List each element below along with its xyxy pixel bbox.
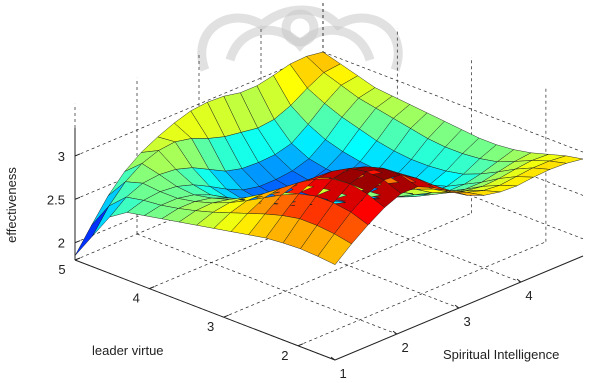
x-tick-label: 2 — [401, 340, 408, 355]
z-tick-label: 3 — [58, 149, 65, 164]
z-tick-label: 2.5 — [47, 192, 65, 207]
grid-line — [260, 181, 522, 283]
x-axis-label: Spiritual Intelligence — [443, 347, 559, 362]
z-tick-mark — [74, 240, 81, 244]
surface-layer — [74, 51, 584, 265]
grid-line — [322, 51, 584, 153]
y-tick-label: 4 — [133, 291, 140, 306]
x-tick-mark — [454, 304, 460, 309]
x-tick-mark — [516, 278, 522, 283]
x-tick-label: 4 — [525, 288, 532, 303]
grid-line — [223, 212, 472, 318]
y-tick-label: 5 — [58, 262, 65, 277]
y-tick-label: 3 — [207, 319, 214, 334]
y-tick-mark — [74, 257, 81, 261]
y-axis-label: leader virtue — [92, 343, 164, 358]
y-tick-mark — [223, 314, 229, 318]
x-tick-label: 3 — [463, 314, 470, 329]
z-tick-mark — [74, 153, 81, 157]
y-tick-mark — [149, 286, 155, 290]
z-axis-label: effectiveness — [4, 167, 19, 243]
x-tick-mark — [392, 330, 398, 335]
grid-line — [136, 233, 398, 335]
x-tick-mark — [330, 356, 336, 361]
y-tick-label: 2 — [281, 348, 288, 363]
watermark-logo — [197, 5, 403, 72]
x-tick-label: 1 — [339, 366, 346, 381]
tick-layer: 2 2.5 3 1 2 3 4 2 3 4 5 — [47, 149, 533, 381]
z-tick-label: 2 — [58, 236, 65, 251]
surface-patch — [74, 205, 110, 256]
grid-line — [297, 241, 547, 347]
y-axis-line — [74, 259, 336, 361]
y-tick-mark — [297, 343, 304, 347]
z-tick-mark — [74, 196, 81, 200]
